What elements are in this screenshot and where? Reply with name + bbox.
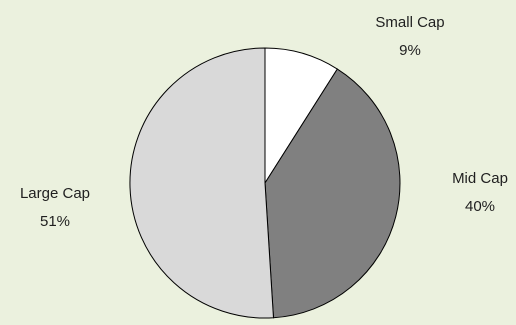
- slice-label-large-cap: Large Cap: [20, 185, 90, 202]
- pie-slice-mid-cap: [264, 68, 401, 319]
- slice-value-mid-cap: 40%: [465, 198, 495, 215]
- slice-label-small-cap: Small Cap: [375, 14, 444, 31]
- slice-value-large-cap: 51%: [40, 213, 70, 230]
- pie-slice-large-cap: [129, 47, 275, 319]
- slice-value-small-cap: 9%: [399, 42, 421, 59]
- slice-labels: Small Cap 9% Mid Cap 40% Large Cap 51%: [20, 14, 508, 230]
- pie-slices: [129, 47, 401, 319]
- slice-label-mid-cap: Mid Cap: [452, 170, 508, 187]
